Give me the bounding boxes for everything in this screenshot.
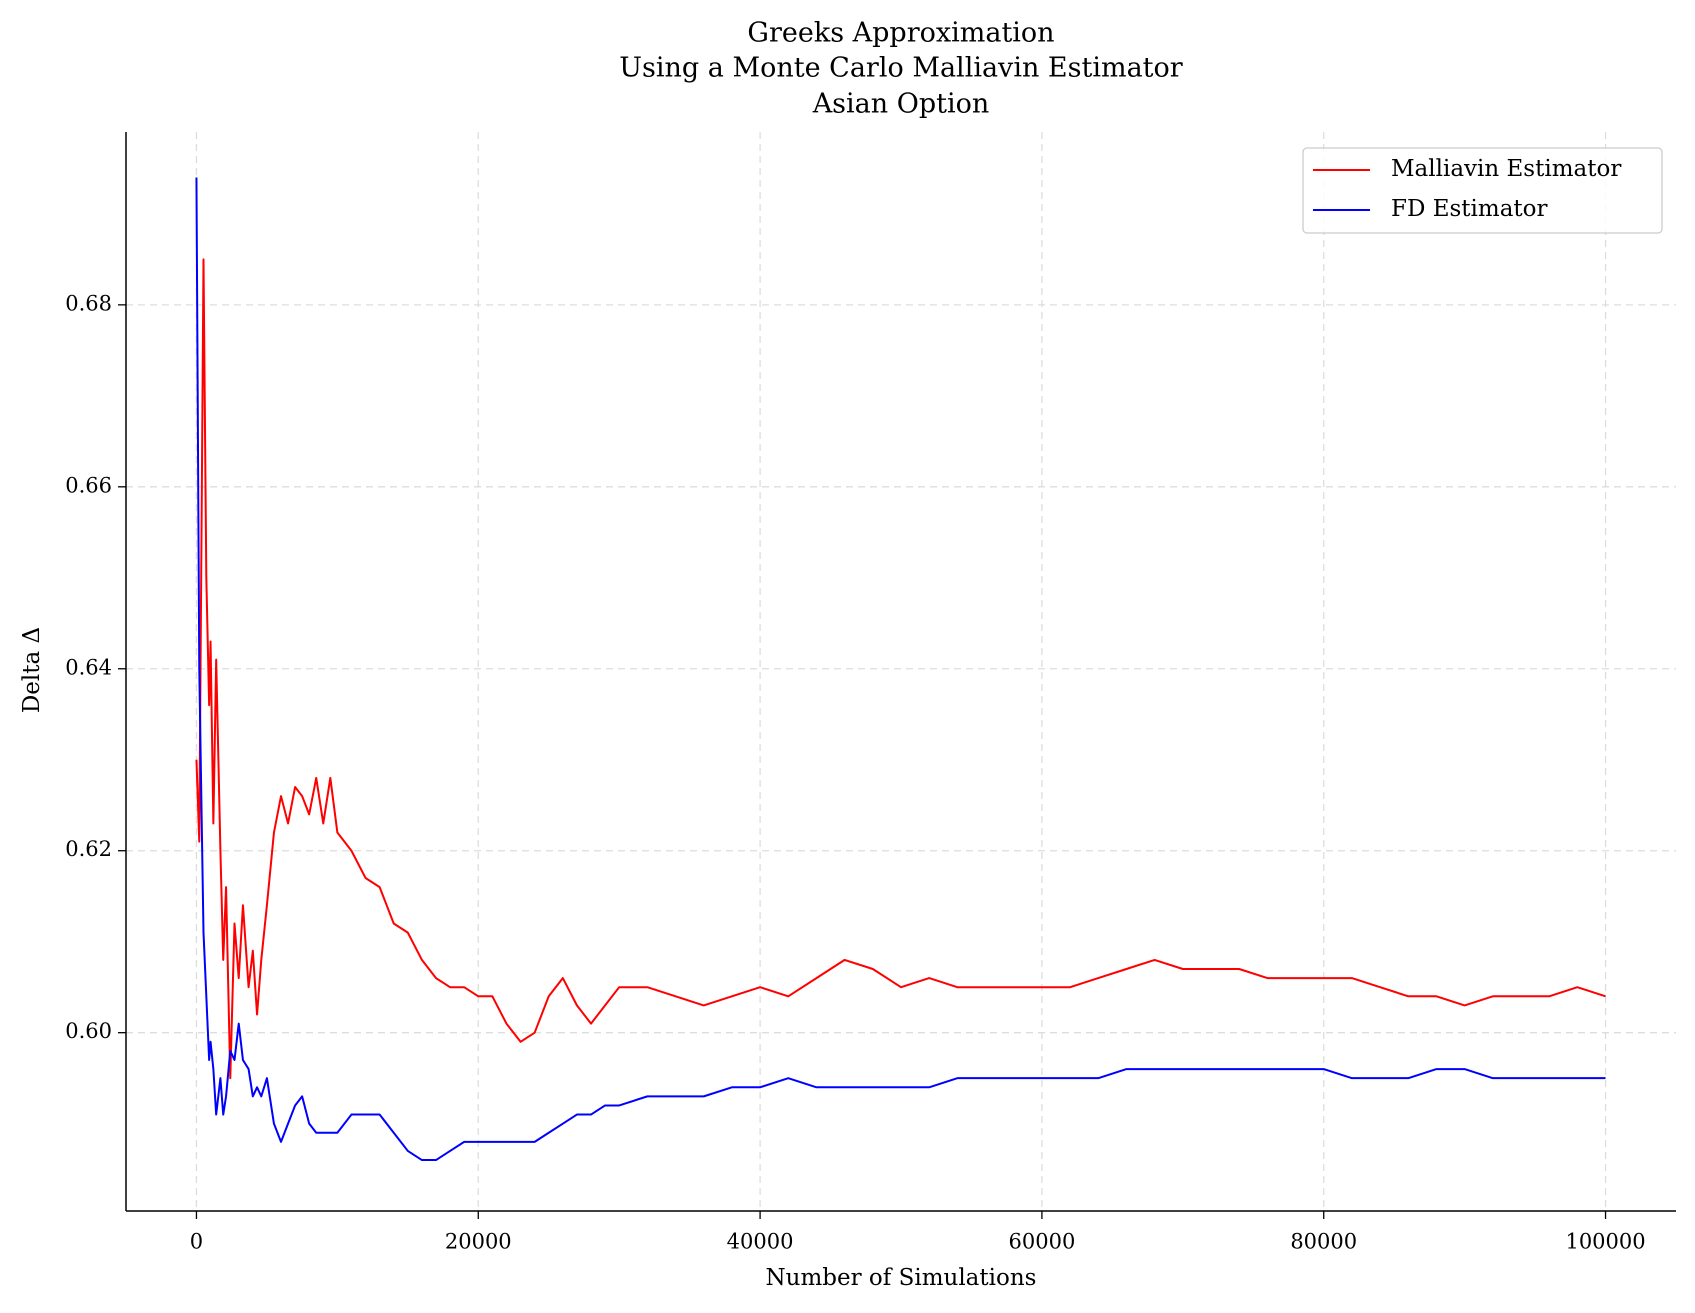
line-series <box>195 177 1606 1162</box>
y-tick-label: 0.68 <box>65 291 112 315</box>
legend-box <box>1302 147 1663 234</box>
x-axis-label: Number of Simulations <box>766 1265 1037 1291</box>
x-tick-label: 40000 <box>727 1230 794 1254</box>
x-tick-label: 100000 <box>1565 1230 1645 1254</box>
chart-title: Using a Monte Carlo Malliavin Estimator <box>619 53 1182 84</box>
chart-title: Asian Option <box>812 89 990 120</box>
y-tick-label: 0.64 <box>65 655 112 679</box>
x-tick-label: 80000 <box>1290 1230 1357 1254</box>
y-tick-label: 0.60 <box>65 1019 112 1043</box>
x-tick-label: 20000 <box>445 1230 512 1254</box>
y-tick-label: 0.66 <box>65 473 112 497</box>
chart-title: Greeks Approximation <box>747 18 1054 49</box>
x-tick-label: 60000 <box>1009 1230 1076 1254</box>
line-series <box>195 258 1606 1080</box>
legend-label: Malliavin Estimator <box>1391 156 1621 182</box>
legend-label: FD Estimator <box>1391 196 1548 222</box>
x-tick-label: 0 <box>190 1230 203 1254</box>
y-tick-label: 0.62 <box>65 837 112 861</box>
y-axis-label: Delta Δ <box>19 627 45 713</box>
